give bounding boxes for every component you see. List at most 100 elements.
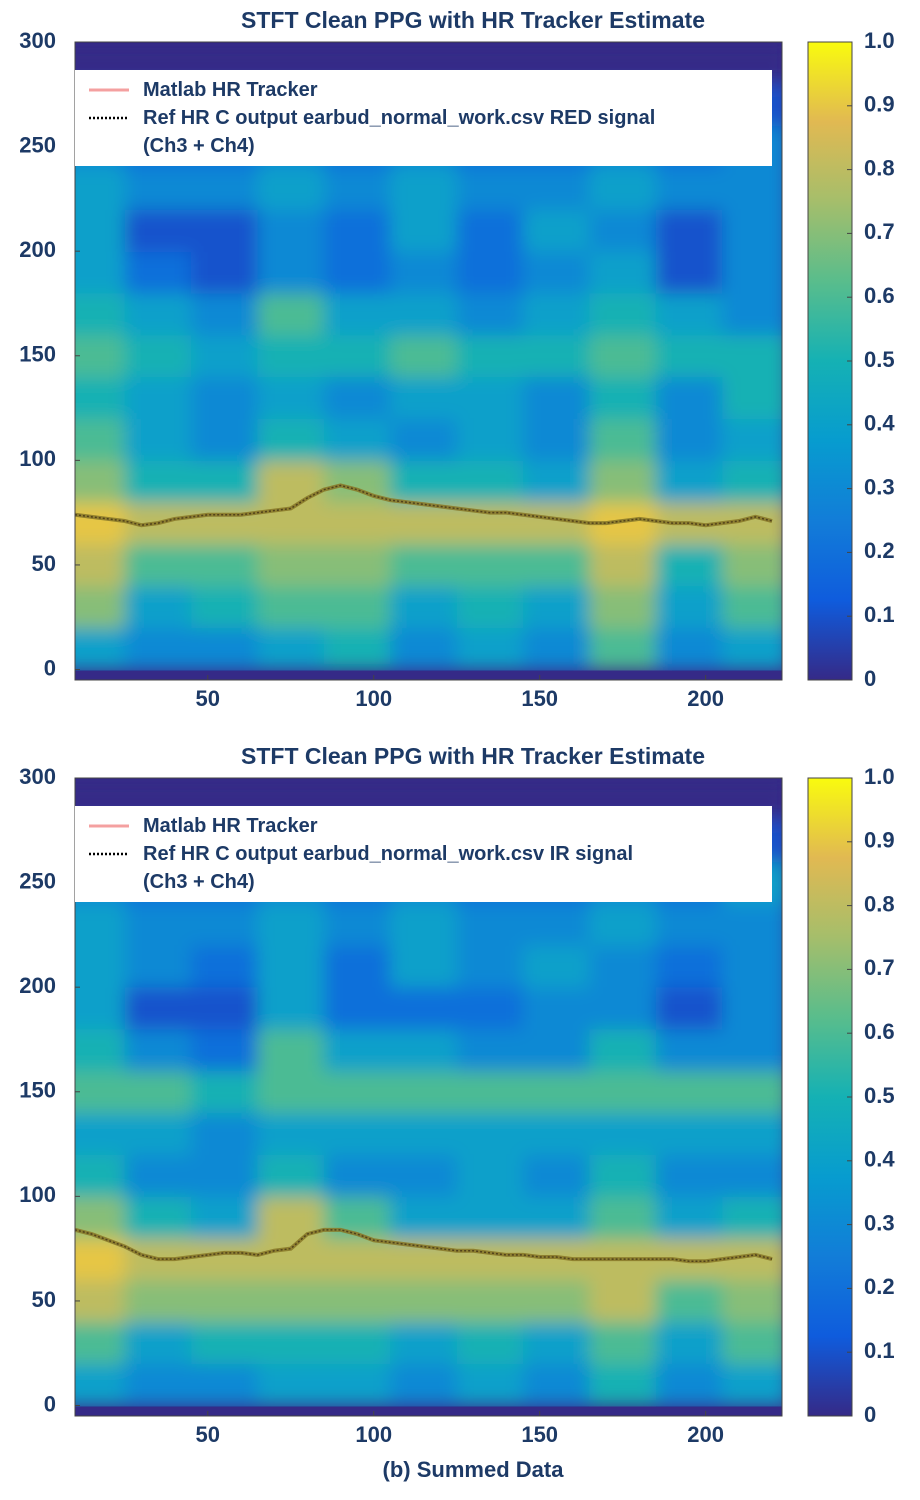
heatmap-cell — [191, 585, 259, 629]
heatmap-cell — [191, 1321, 259, 1365]
heatmap-cell — [722, 1112, 782, 1156]
colorbar-tick-label: 1.0 — [864, 764, 895, 789]
heatmap-cell — [655, 167, 723, 210]
x-tick-label: 50 — [196, 686, 220, 711]
heatmap-cell — [124, 167, 192, 210]
heatmap-cell — [722, 987, 782, 1030]
y-tick-label: 150 — [19, 1078, 56, 1103]
heatmap-cell — [323, 1280, 391, 1323]
heatmap-cell — [523, 209, 590, 252]
heatmap-cell — [655, 585, 723, 629]
heatmap-cell — [655, 251, 723, 294]
heatmap-cell — [523, 903, 590, 946]
heatmap-cell — [589, 987, 657, 1030]
heatmap-cell — [390, 945, 458, 988]
heatmap-cell — [75, 460, 126, 503]
heatmap-cell — [323, 293, 391, 336]
colorbar — [807, 777, 853, 1417]
x-tick-label: 100 — [355, 686, 392, 711]
heatmap-cell — [390, 293, 458, 336]
heatmap-cell — [456, 1238, 524, 1281]
legend-label: Matlab HR Tracker — [143, 815, 318, 837]
heatmap-cell — [523, 1112, 590, 1156]
y-tick-label: 200 — [19, 973, 56, 998]
heatmap-cell — [655, 334, 723, 378]
heatmap-cell — [523, 544, 590, 587]
heatmap-cell — [722, 167, 782, 210]
heatmap-cell — [257, 167, 325, 210]
heatmap-cell — [124, 627, 192, 671]
heatmap-cell — [191, 1154, 259, 1197]
heatmap-cell — [456, 460, 524, 503]
colorbar-tick-label: 0.2 — [864, 538, 895, 563]
heatmap-cell — [589, 293, 657, 336]
y-tick-label: 250 — [19, 868, 56, 893]
heatmap-cell — [257, 293, 325, 336]
heatmap-cell — [589, 418, 657, 461]
heatmap-cell — [589, 209, 657, 252]
heatmap-cell — [323, 585, 391, 629]
heatmap-cell — [323, 945, 391, 988]
chart-title: STFT Clean PPG with HR Tracker Estimate — [241, 743, 705, 769]
heatmap-cell — [124, 585, 192, 629]
y-tick-label: 100 — [19, 1182, 56, 1207]
heatmap-cell — [124, 1363, 192, 1407]
y-tick-label: 200 — [19, 237, 56, 262]
heatmap-cell — [722, 945, 782, 988]
heatmap-cell — [722, 1029, 782, 1072]
heatmap-cell — [191, 945, 259, 988]
heatmap-cell — [75, 418, 126, 461]
colorbar-tick-label: 0.3 — [864, 474, 895, 499]
heatmap-cell — [456, 1112, 524, 1156]
y-tick-label: 0 — [44, 1391, 56, 1416]
heatmap-cell — [323, 334, 391, 378]
x-tick-label: 200 — [687, 686, 724, 711]
heatmap-cell — [75, 903, 126, 946]
heatmap-cell — [390, 1363, 458, 1407]
heatmap-cell — [390, 1029, 458, 1072]
heatmap-cell — [523, 585, 590, 629]
heatmap-cell — [655, 1196, 723, 1239]
heatmap-cell — [655, 376, 723, 420]
heatmap-cell — [75, 376, 126, 420]
heatmap-cell — [523, 376, 590, 420]
colorbar-tick-label: 0.9 — [864, 828, 895, 853]
legend-swatch — [89, 88, 129, 92]
heatmap-cell — [124, 1112, 192, 1156]
colorbar-tick-label: 0 — [864, 1402, 876, 1427]
heatmap-cell — [257, 1154, 325, 1197]
heatmap-cell — [191, 1112, 259, 1156]
heatmap-cell — [257, 251, 325, 294]
heatmap-cell — [191, 903, 259, 946]
heatmap-cell — [390, 1280, 458, 1323]
heatmap-cell — [456, 1196, 524, 1239]
heatmap-cell — [722, 1280, 782, 1323]
heatmap-cell — [75, 502, 126, 545]
heatmap-cell — [456, 903, 524, 946]
heatmap-cell — [523, 251, 590, 294]
heatmap-cell — [722, 585, 782, 629]
legend-entry: Ref HR C output earbud_normal_work.csv R… — [87, 104, 760, 160]
heatmap-cell — [191, 1070, 259, 1114]
heatmap-cell — [323, 251, 391, 294]
heatmap-cell — [191, 376, 259, 420]
colorbar-tick-label: 0.1 — [864, 1338, 895, 1363]
heatmap-cell — [390, 376, 458, 420]
heatmap-cell — [191, 1280, 259, 1323]
legend: Matlab HR Tracker Ref HR C output earbud_… — [75, 70, 772, 166]
heatmap-cell — [257, 1321, 325, 1365]
heatmap-cell — [390, 460, 458, 503]
chart-title: STFT Clean PPG with HR Tracker Estimate — [241, 7, 705, 33]
heatmap-cell — [390, 1196, 458, 1239]
heatmap-cell — [722, 460, 782, 503]
colorbar-tick-label: 0.2 — [864, 1274, 895, 1299]
heatmap-cell — [191, 251, 259, 294]
heatmap-cell — [191, 167, 259, 210]
heatmap-cell — [589, 1196, 657, 1239]
heatmap-cell — [589, 1280, 657, 1323]
heatmap-cell — [523, 1196, 590, 1239]
heatmap-cell — [390, 251, 458, 294]
legend-label: Ref HR C output earbud_normal_work.csv R… — [143, 107, 656, 157]
heatmap-cell — [124, 1280, 192, 1323]
heatmap-cell — [390, 502, 458, 545]
